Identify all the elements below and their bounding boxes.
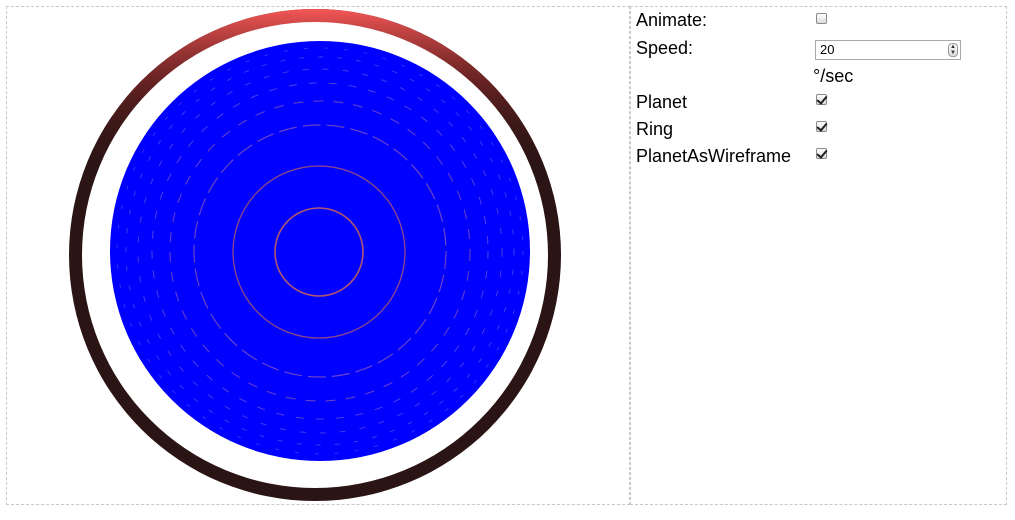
controls-panel: Animate: Speed: 20 ▲ ▼ °/sec Planet Ring … [630,6,1007,505]
planet-wireframe [116,47,524,455]
planet-label: Planet [636,92,688,112]
speed-value: 20 [820,42,835,57]
ring-label: Ring [636,119,674,139]
speed-input[interactable]: 20 ▲ ▼ [815,40,961,60]
speed-label: Speed: [636,38,694,58]
render-canvas[interactable] [6,6,630,505]
wireframe-label: PlanetAsWireframe [636,146,792,166]
spinner-icon[interactable]: ▲ ▼ [948,43,958,57]
speed-unit-label: °/sec [813,66,854,86]
animate-checkbox[interactable] [816,13,827,24]
planet [110,41,530,461]
planet-checkbox[interactable] [816,94,827,105]
ring-checkbox[interactable] [816,121,827,132]
wireframe-checkbox[interactable] [816,148,827,159]
animate-label: Animate: [636,10,708,30]
planet-scene [69,9,561,501]
